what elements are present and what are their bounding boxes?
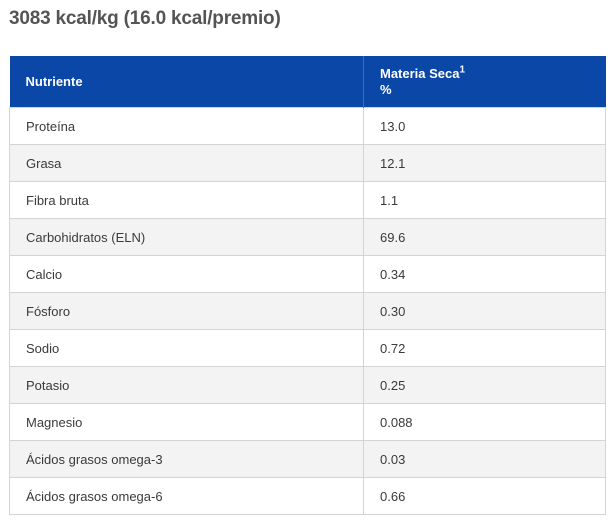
- nutrient-value: 12.1: [363, 144, 606, 182]
- dry-matter-label: Materia Seca: [380, 65, 460, 81]
- nutrient-name: Calcio: [9, 255, 364, 293]
- table-header: Nutriente Materia Seca1%: [9, 56, 606, 108]
- table-row: Calcio 0.34: [9, 255, 606, 293]
- nutrient-table: Nutriente Materia Seca1% Proteína 13.0 G…: [9, 56, 606, 515]
- table-body: Proteína 13.0 Grasa 12.1 Fibra bruta 1.1…: [9, 107, 606, 515]
- nutrient-value: 0.66: [363, 477, 606, 515]
- nutrient-name: Proteína: [9, 107, 364, 145]
- table-row: Fósforo 0.30: [9, 292, 606, 330]
- nutrient-name: Ácidos grasos omega-6: [9, 477, 364, 515]
- table-row: Magnesio 0.088: [9, 403, 606, 441]
- nutrient-value: 0.25: [363, 366, 606, 404]
- column-header-dry-matter: Materia Seca1%: [363, 56, 606, 108]
- energy-title: 3083 kcal/kg (16.0 kcal/premio): [9, 8, 281, 29]
- nutrient-name: Grasa: [9, 144, 364, 182]
- dry-matter-unit: %: [380, 81, 392, 97]
- nutrient-value: 0.72: [363, 329, 606, 367]
- table-row: Potasio 0.25: [9, 366, 606, 404]
- table-row: Fibra bruta 1.1: [9, 181, 606, 219]
- nutrient-value: 0.30: [363, 292, 606, 330]
- nutrient-value: 13.0: [363, 107, 606, 145]
- table-row: Grasa 12.1: [9, 144, 606, 182]
- nutrient-value: 0.34: [363, 255, 606, 293]
- nutrient-name: Fósforo: [9, 292, 364, 330]
- nutrient-name: Carbohidratos (ELN): [9, 218, 364, 256]
- table-row: Proteína 13.0: [9, 107, 606, 145]
- table-row: Sodio 0.72: [9, 329, 606, 367]
- nutrient-value: 0.088: [363, 403, 606, 441]
- header-row: Nutriente Materia Seca1%: [9, 56, 606, 108]
- nutrient-value: 1.1: [363, 181, 606, 219]
- nutrient-name: Potasio: [9, 366, 364, 404]
- column-header-nutrient: Nutriente: [9, 56, 364, 108]
- nutrient-name: Magnesio: [9, 403, 364, 441]
- nutrient-name: Fibra bruta: [9, 181, 364, 219]
- nutrient-name: Ácidos grasos omega-3: [9, 440, 364, 478]
- nutrient-name: Sodio: [9, 329, 364, 367]
- table-row: Ácidos grasos omega-6 0.66: [9, 477, 606, 515]
- footnote-marker: 1: [459, 64, 466, 76]
- table-row: Ácidos grasos omega-3 0.03: [9, 440, 606, 478]
- table-row: Carbohidratos (ELN) 69.6: [9, 218, 606, 256]
- nutrient-value: 69.6: [363, 218, 606, 256]
- nutrient-value: 0.03: [363, 440, 606, 478]
